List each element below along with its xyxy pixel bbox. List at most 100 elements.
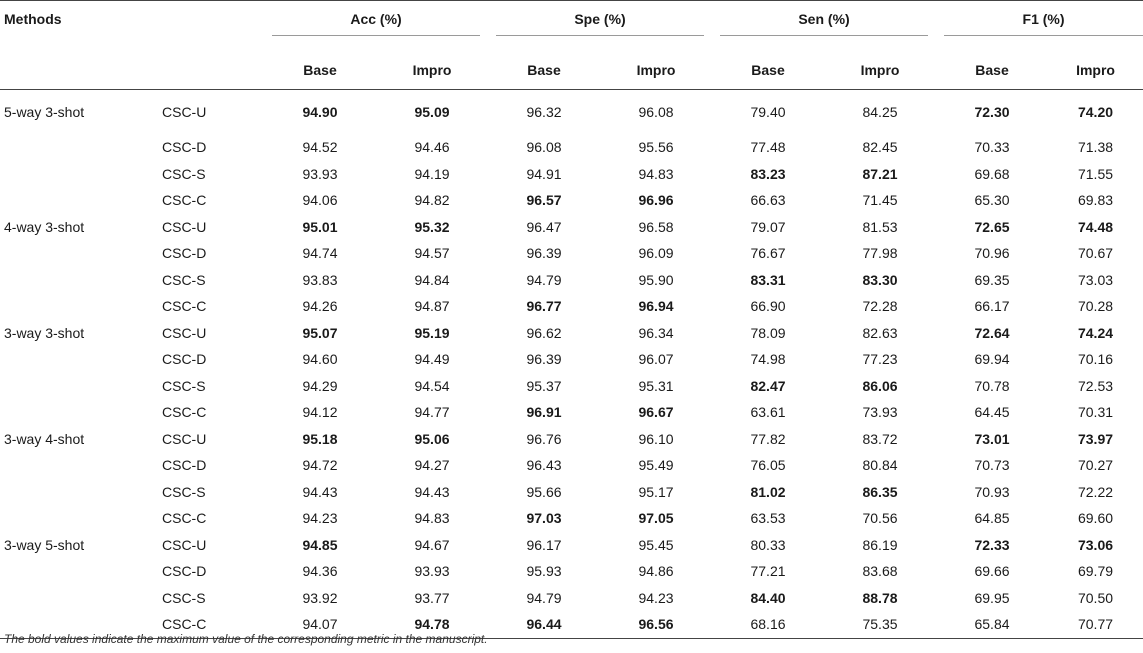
method-cell	[0, 505, 160, 532]
value-cell: 95.37	[526, 377, 562, 394]
value-cell: 72.64	[974, 324, 1010, 341]
value-cell: 96.07	[638, 351, 674, 368]
table-row: CSC-S 94.29 94.54 95.37 95.31 82.47 86.06 70.78…	[0, 373, 1143, 400]
value-cell: 94.29	[302, 377, 338, 394]
value-cell: 93.77	[414, 589, 450, 606]
value-cell: 96.43	[526, 457, 562, 474]
methods-header: Methods	[0, 0, 160, 51]
value-cell: 69.94	[974, 351, 1010, 368]
value-cell: 96.44	[488, 611, 601, 639]
value-cell: 73.06	[1077, 536, 1114, 553]
value-cell: 96.09	[638, 245, 674, 262]
value-cell: 66.63	[750, 192, 786, 209]
f1-base-header: Base	[936, 51, 1049, 90]
value-cell: 94.87	[414, 298, 450, 315]
variant-cell: CSC-C	[162, 192, 207, 209]
table-row: CSC-C 94.12 94.77 96.91 96.67 63.61 73.93 64.45…	[0, 399, 1143, 426]
value-cell: 72.33	[974, 536, 1010, 553]
method-cell	[0, 399, 160, 426]
value-cell: 77.98	[862, 245, 898, 262]
value-cell: 96.91	[526, 404, 562, 421]
value-cell: 96.76	[526, 430, 562, 447]
method-cell: 3-way 3-shot	[4, 324, 85, 341]
table-row: CSC-D 94.60 94.49 96.39 96.07 74.98 77.23 69.94…	[0, 346, 1143, 373]
value-cell: 73.93	[862, 404, 898, 421]
method-cell: 3-way 4-shot	[4, 430, 85, 447]
value-cell: 72.22	[1077, 483, 1114, 500]
results-table: Methods Acc (%) Spe (%) Sen (%) F1 (%) B…	[0, 0, 1143, 639]
variant-cell: CSC-U	[162, 324, 207, 341]
value-cell: 73.01	[974, 430, 1010, 447]
table-row: 3-way 5-shot CSC-U 94.85 94.67 96.17 95.45 80.…	[0, 532, 1143, 559]
value-cell: 73.97	[1077, 430, 1114, 447]
value-cell: 94.90	[302, 104, 338, 120]
value-cell: 87.21	[862, 165, 898, 182]
value-cell: 94.91	[526, 165, 562, 182]
acc-impro-header: Impro	[376, 51, 489, 90]
method-cell	[0, 611, 160, 639]
value-cell: 95.19	[414, 324, 450, 341]
value-cell: 95.09	[414, 104, 450, 120]
table-body: 5-way 3-shot CSC-U 94.90 95.09 96.32 96.08 79.…	[0, 90, 1143, 639]
method-cell	[0, 240, 160, 267]
value-cell: 79.07	[750, 218, 786, 235]
value-cell: 96.57	[526, 192, 562, 209]
method-cell	[0, 373, 160, 400]
table-row: 4-way 3-shot CSC-U 95.01 95.32 96.47 96.58 79.…	[0, 214, 1143, 241]
value-cell: 95.01	[302, 218, 338, 235]
value-cell: 95.31	[638, 377, 674, 394]
spe-impro-header: Impro	[600, 51, 713, 90]
value-cell: 83.72	[862, 430, 898, 447]
value-cell: 93.93	[414, 563, 450, 580]
variant-cell: CSC-S	[162, 377, 206, 394]
value-cell: 72.30	[974, 104, 1010, 120]
value-cell: 82.47	[750, 377, 786, 394]
value-cell: 70.67	[1077, 245, 1114, 262]
method-cell	[0, 479, 160, 506]
value-cell: 95.18	[302, 430, 338, 447]
value-cell: 97.05	[638, 510, 674, 527]
method-cell	[0, 187, 160, 214]
table-row: CSC-S 94.43 94.43 95.66 95.17 81.02 86.35 70.93…	[0, 479, 1143, 506]
value-cell: 96.39	[526, 351, 562, 368]
acc-group-label: Acc (%)	[272, 11, 481, 36]
value-cell: 83.31	[750, 271, 786, 288]
method-cell: 3-way 5-shot	[4, 536, 85, 553]
value-cell: 93.93	[302, 165, 338, 182]
method-cell	[0, 293, 160, 320]
value-cell: 96.08	[638, 104, 674, 120]
table-row: 5-way 3-shot CSC-U 94.90 95.09 96.32 96.08 79.…	[0, 90, 1143, 135]
value-cell: 94.43	[302, 483, 338, 500]
variant-cell: CSC-S	[162, 165, 206, 182]
value-cell: 69.83	[1077, 192, 1114, 209]
value-cell: 94.06	[302, 192, 338, 209]
value-cell: 94.85	[302, 536, 338, 553]
value-cell: 69.60	[1077, 510, 1114, 527]
table-row: CSC-D 94.36 93.93 95.93 94.86 77.21 83.68 69.66…	[0, 558, 1143, 585]
variant-cell: CSC-D	[162, 563, 207, 580]
value-cell: 94.77	[414, 404, 450, 421]
value-cell: 77.82	[750, 430, 786, 447]
sen-group-label: Sen (%)	[720, 11, 929, 36]
value-cell: 94.82	[414, 192, 450, 209]
value-cell: 77.21	[750, 563, 786, 580]
sen-impro-header: Impro	[824, 51, 937, 90]
value-cell: 70.73	[974, 457, 1010, 474]
method-cell	[0, 346, 160, 373]
method-cell: 5-way 3-shot	[4, 104, 85, 120]
value-cell: 69.79	[1077, 563, 1114, 580]
value-cell: 96.94	[638, 298, 674, 315]
variant-cell: CSC-D	[162, 245, 207, 262]
value-cell: 95.93	[526, 563, 562, 580]
value-cell: 71.38	[1077, 139, 1114, 156]
value-cell: 94.54	[414, 377, 450, 394]
value-cell: 80.33	[750, 536, 786, 553]
value-cell: 94.43	[414, 483, 450, 500]
value-cell: 86.06	[862, 377, 898, 394]
variant-cell: CSC-S	[162, 271, 206, 288]
value-cell: 76.67	[750, 245, 786, 262]
value-cell: 68.16	[712, 611, 825, 639]
method-cell	[0, 585, 160, 612]
value-cell: 70.27	[1077, 457, 1114, 474]
